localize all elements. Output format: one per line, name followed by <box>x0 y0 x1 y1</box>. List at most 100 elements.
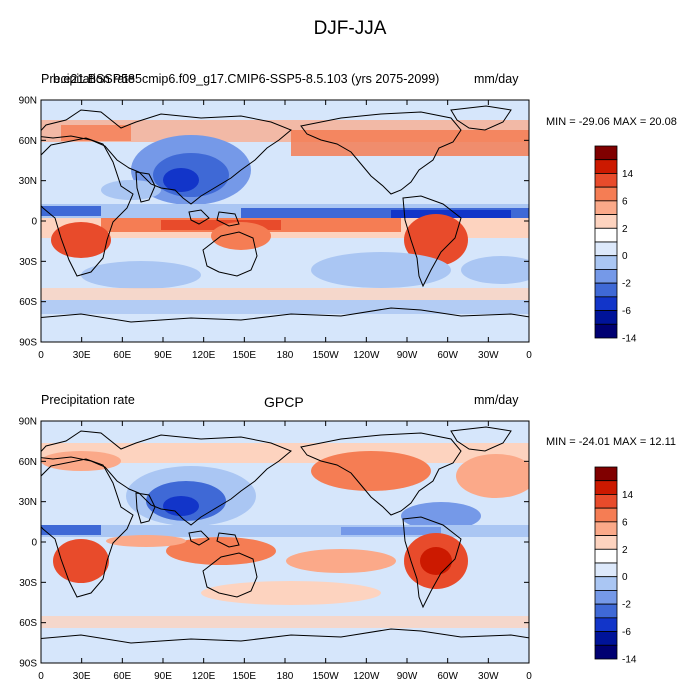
colorbar2-swatch <box>594 603 618 619</box>
colorbar2-swatch <box>594 480 618 495</box>
panel2-lon-label: 0 <box>526 671 532 682</box>
panel2-lat-label: 90N <box>19 417 37 428</box>
panel1-lon-label: 120W <box>353 350 380 361</box>
panel1-lon-label: 60E <box>113 350 131 361</box>
colorbar2-label: 14 <box>622 490 634 501</box>
panel1-lat-label: 60N <box>19 136 37 147</box>
panel1-case-label: b.e21.BSSP585cmip6.f09_g17.CMIP6-SSP5-8.… <box>53 72 440 86</box>
panel2-case-label: GPCP <box>264 394 304 410</box>
colorbar1-swatch <box>594 310 618 325</box>
colorbar1-swatch <box>594 282 618 298</box>
panel1-lat-label: 60S <box>19 297 37 308</box>
panel2-lon-label: 30W <box>478 671 499 682</box>
colorbar1-swatch <box>594 323 618 339</box>
panel2-lon-label: 150W <box>313 671 340 682</box>
colorbar2-swatch <box>594 548 618 564</box>
panel2-lon-label: 90W <box>397 671 418 682</box>
colorbar2-swatch <box>594 535 618 550</box>
panel1-lon-label: 120E <box>192 350 216 361</box>
panel1-map <box>41 100 529 342</box>
colorbar1-swatch <box>594 227 618 243</box>
panel2-lon-label: 120E <box>192 671 216 682</box>
colorbar2-swatch <box>594 494 618 509</box>
panel2-lon-label: 150E <box>233 671 257 682</box>
panel1-lon-label: 0 <box>38 350 44 361</box>
colorbar1-label: -14 <box>622 334 637 345</box>
colorbar1-swatch <box>594 255 618 270</box>
panel2-variable-label: Precipitation rate <box>41 393 135 407</box>
colorbar2-swatch <box>594 576 618 591</box>
panel1-lat-label: 90N <box>19 96 37 107</box>
panel2-lat-label: 30N <box>19 497 37 508</box>
colorbar1-swatch <box>594 159 618 174</box>
panel1-lon-label: 90E <box>154 350 172 361</box>
panel1-lon-label: 150E <box>233 350 257 361</box>
panel1-lon-label: 90W <box>397 350 418 361</box>
panel1-lat-label: 30N <box>19 176 37 187</box>
colorbar2-label: 2 <box>622 545 628 556</box>
panel1-units-label: mm/day <box>474 72 519 86</box>
panel2-lon-label: 90E <box>154 671 172 682</box>
colorbar1-swatch <box>594 269 618 284</box>
colorbar1-swatch <box>594 186 618 202</box>
panel2-lat-label: 60S <box>19 618 37 629</box>
colorbar1-label: -2 <box>622 279 631 290</box>
panel2-lon-label: 0 <box>38 671 44 682</box>
main-title: DJF-JJA <box>313 18 387 39</box>
panel2-map <box>41 421 529 663</box>
panel1-minmax-label: MIN = -29.06 MAX = 20.08 <box>546 116 677 128</box>
panel1-lat-label: 0 <box>31 217 37 228</box>
colorbar-1: 14 6 2 0 -2 -6 -14 <box>594 145 637 345</box>
panel2-minmax-label: MIN = -24.01 MAX = 12.11 <box>546 436 677 448</box>
colorbar2-swatch <box>594 590 618 605</box>
colorbar2-label: 0 <box>622 572 628 583</box>
colorbar1-label: 6 <box>622 196 628 207</box>
panel1-lat-label: 90S <box>19 338 37 349</box>
panel1-lon-label: 30E <box>73 350 91 361</box>
colorbar1-swatch <box>594 214 618 229</box>
panel1-lon-label: 0 <box>526 350 532 361</box>
colorbar1-swatch <box>594 296 618 311</box>
colorbar2-label: -2 <box>622 600 631 611</box>
panel1-variable-label: Precipitation rate <box>41 72 135 86</box>
colorbar1-swatch <box>594 200 618 215</box>
colorbar1-swatch <box>594 241 618 257</box>
panel1-lon-label: 180 <box>277 350 294 361</box>
colorbar1-label: 0 <box>622 251 628 262</box>
panel2-lat-label: 60N <box>19 457 37 468</box>
panel2-lon-label: 180 <box>277 671 294 682</box>
panel1-lon-label: 30W <box>478 350 499 361</box>
colorbar1-swatch <box>594 173 618 188</box>
colorbar2-label: -14 <box>622 655 637 666</box>
colorbar2-swatch <box>594 617 618 632</box>
colorbar1-label: -6 <box>622 306 631 317</box>
colorbar1-label: 2 <box>622 224 628 235</box>
panel2-lat-label: 90S <box>19 659 37 670</box>
panel1-lat-label: 30S <box>19 257 37 268</box>
panel2-lat-label: 0 <box>31 538 37 549</box>
panel2-precip-field <box>41 443 529 628</box>
colorbar1-swatch <box>594 145 618 161</box>
panel1-lon-label: 150W <box>313 350 340 361</box>
colorbar2-label: -6 <box>622 627 631 638</box>
colorbar2-swatch <box>594 562 618 578</box>
colorbar1-label: 14 <box>622 169 634 180</box>
panel2-lon-label: 60W <box>437 671 458 682</box>
panel2-lon-label: 60E <box>113 671 131 682</box>
colorbar2-swatch <box>594 466 618 482</box>
colorbar-2: 14 6 2 0 -2 -6 -14 <box>594 466 637 666</box>
panel2-units-label: mm/day <box>474 393 519 407</box>
panel2-lon-label: 120W <box>353 671 380 682</box>
colorbar2-swatch <box>594 521 618 536</box>
colorbar2-label: 6 <box>622 517 628 528</box>
panel2-lon-label: 30E <box>73 671 91 682</box>
panel1-precip-field <box>41 120 529 314</box>
colorbar2-swatch <box>594 644 618 660</box>
panel2-lat-label: 30S <box>19 578 37 589</box>
colorbar2-swatch <box>594 631 618 646</box>
panel1-lon-label: 60W <box>437 350 458 361</box>
colorbar2-swatch <box>594 507 618 523</box>
